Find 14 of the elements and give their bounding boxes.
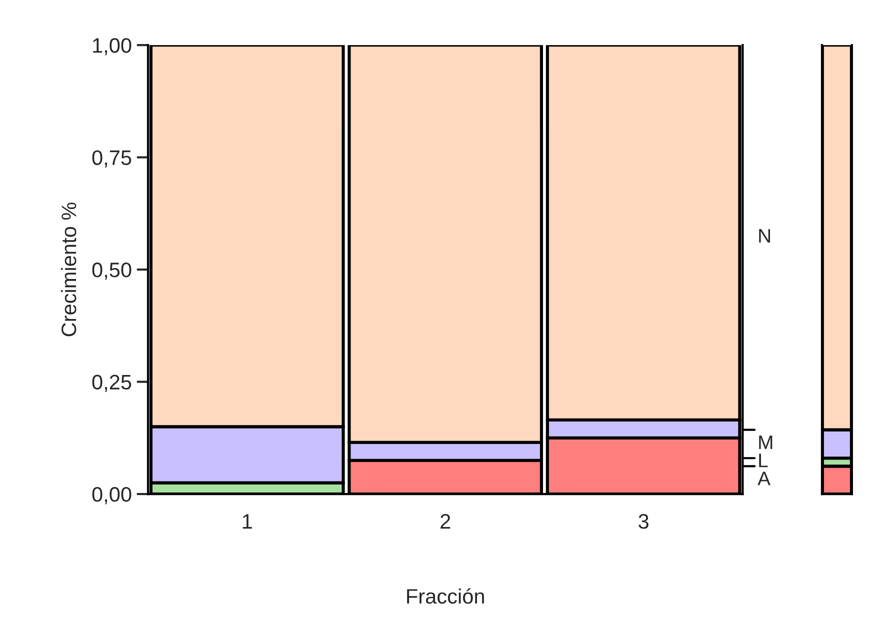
y-tick-label: 0,00 (92, 487, 132, 504)
x-tick-label: 1 (242, 514, 252, 529)
y-tick-label: 0,25 (92, 374, 132, 392)
legend-label: A (758, 472, 770, 486)
y-axis-title: Crecimiento % (60, 202, 76, 336)
legend-label: M (759, 436, 772, 449)
y-tick-label: 1,00 (93, 38, 132, 56)
x-tick-label: 2 (440, 514, 450, 529)
y-tick-label: 0,50 (92, 262, 132, 280)
x-tick-label: 3 (638, 514, 648, 529)
series-label: N (759, 229, 770, 242)
x-axis-title: Fracción (407, 588, 484, 604)
y-tick-label: 0,75 (92, 150, 132, 168)
legend-label: L (759, 454, 768, 468)
